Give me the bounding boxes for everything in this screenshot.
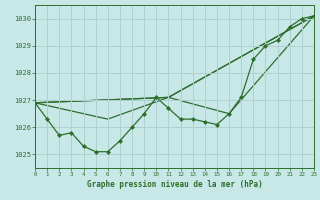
X-axis label: Graphe pression niveau de la mer (hPa): Graphe pression niveau de la mer (hPa) <box>87 180 262 189</box>
